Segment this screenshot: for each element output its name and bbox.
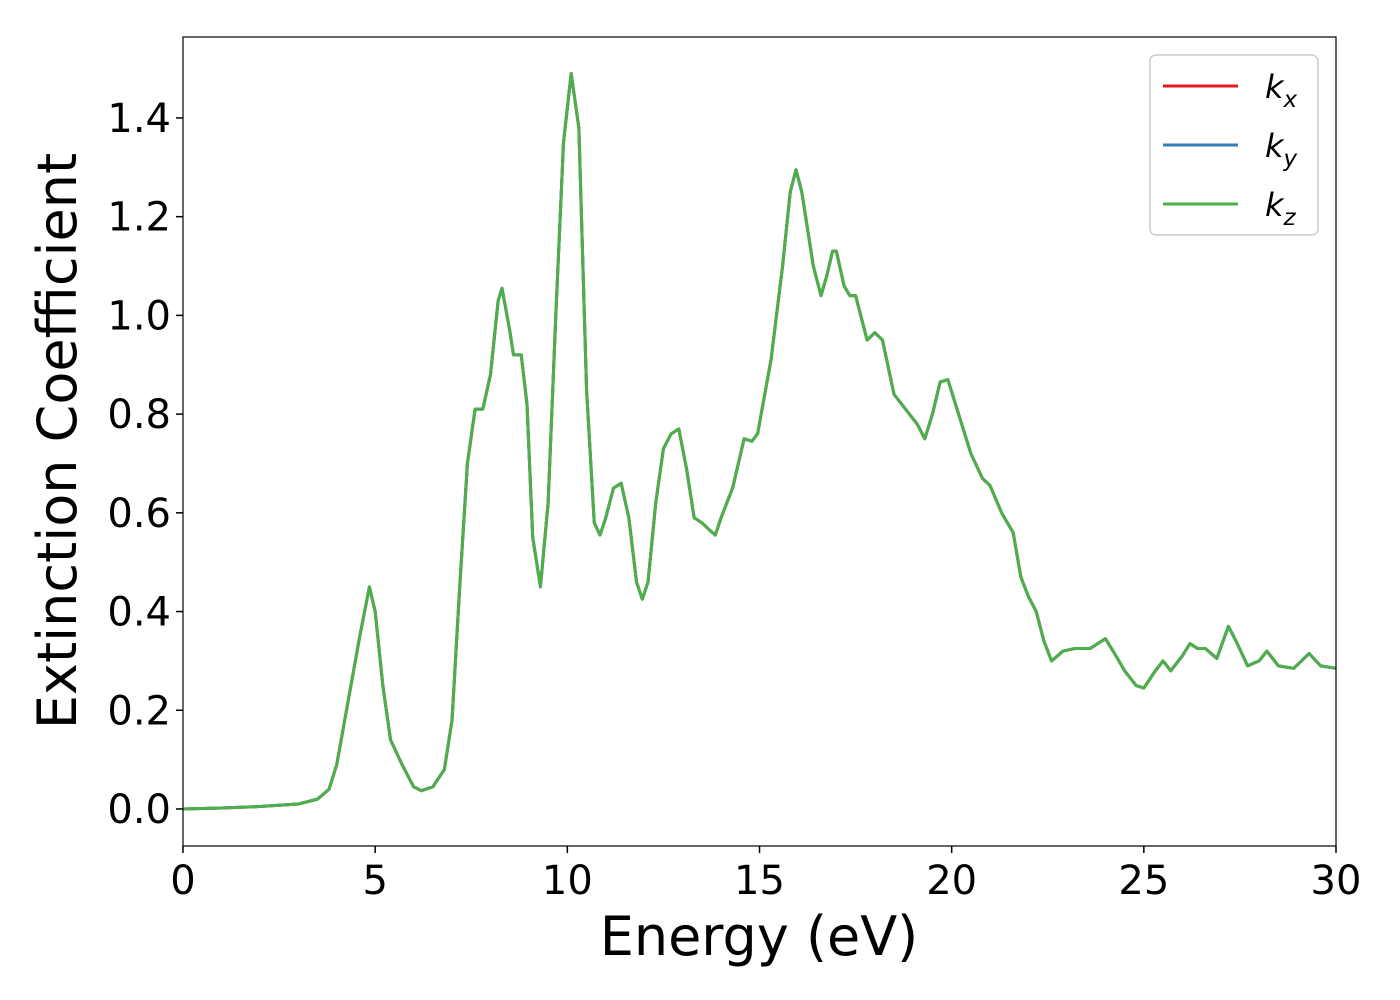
legend-label: ky: [1265, 127, 1298, 172]
y-axis-label: Extinction Coefficient: [26, 153, 89, 729]
legend-label: kz: [1265, 186, 1297, 231]
x-tick-label: 0: [170, 858, 195, 904]
y-tick-label: 1.2: [107, 195, 171, 241]
y-tick-label: 0.4: [107, 590, 171, 636]
legend-label: kx: [1265, 68, 1298, 113]
y-tick-label: 0.6: [107, 491, 171, 537]
x-tick-label: 25: [1118, 858, 1169, 904]
x-tick-label: 10: [542, 858, 593, 904]
plot-frame: [182, 36, 1337, 847]
x-tick-label: 30: [1311, 858, 1362, 904]
x-tick-label: 5: [362, 858, 387, 904]
x-tick-label: 15: [734, 858, 785, 904]
y-tick-label: 0.2: [107, 688, 171, 734]
y-tick-label: 1.0: [107, 293, 171, 339]
y-tick-label: 1.4: [107, 96, 171, 142]
y-tick-label: 0.8: [107, 392, 171, 438]
x-axis-label: Energy (eV): [600, 905, 919, 968]
series-line: [182, 72, 1337, 811]
x-tick-label: 20: [926, 858, 977, 904]
y-tick-label: 0.0: [107, 787, 171, 833]
